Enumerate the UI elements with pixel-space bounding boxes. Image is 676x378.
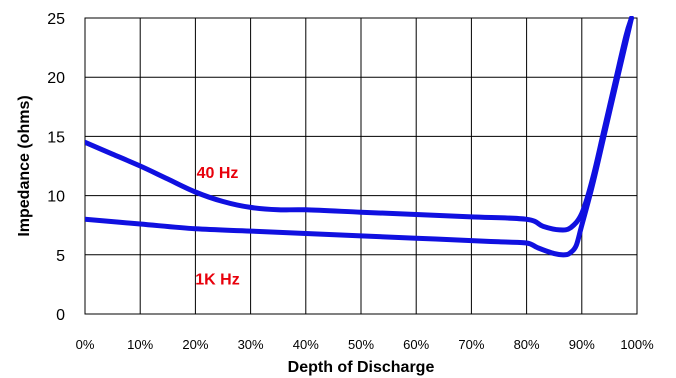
series-line-1 bbox=[85, 16, 634, 258]
y-tick-label: 15 bbox=[47, 129, 65, 146]
x-tick-label: 60% bbox=[403, 337, 429, 352]
x-tick-label: 70% bbox=[458, 337, 484, 352]
x-tick-label: 30% bbox=[238, 337, 264, 352]
x-tick-label: 40% bbox=[293, 337, 319, 352]
y-tick-label: 10 bbox=[47, 189, 65, 206]
y-tick-label: 0 bbox=[56, 307, 65, 324]
y-tick-label: 5 bbox=[56, 248, 65, 265]
series-layer bbox=[85, 16, 634, 258]
x-tick-label: 0% bbox=[76, 337, 95, 352]
series-line-0 bbox=[85, 16, 634, 233]
x-tick-label: 10% bbox=[127, 337, 153, 352]
x-tick-label: 90% bbox=[569, 337, 595, 352]
plot-frame bbox=[84, 17, 638, 315]
y-tick-label: 25 bbox=[47, 11, 65, 28]
x-tick-label: 20% bbox=[182, 337, 208, 352]
x-axis-label: Depth of Discharge bbox=[288, 359, 435, 376]
y-tick-label: 20 bbox=[47, 70, 65, 87]
x-tick-label: 50% bbox=[348, 337, 374, 352]
annotations: 40 Hz 1K Hz bbox=[195, 165, 239, 289]
x-tick-labels: 0% 10% 20% 30% 40% 50% 60% 70% 80% 90% 100% bbox=[76, 337, 654, 352]
annotation-label: 1K Hz bbox=[195, 271, 239, 288]
x-tick-label: 100% bbox=[620, 337, 654, 352]
annotation-label: 40 Hz bbox=[197, 165, 239, 182]
x-tick-label: 80% bbox=[514, 337, 540, 352]
y-axis-label: Impedance (ohms) bbox=[16, 95, 33, 236]
y-tick-labels: 0 5 10 15 20 25 bbox=[47, 11, 65, 324]
grid bbox=[84, 17, 638, 315]
